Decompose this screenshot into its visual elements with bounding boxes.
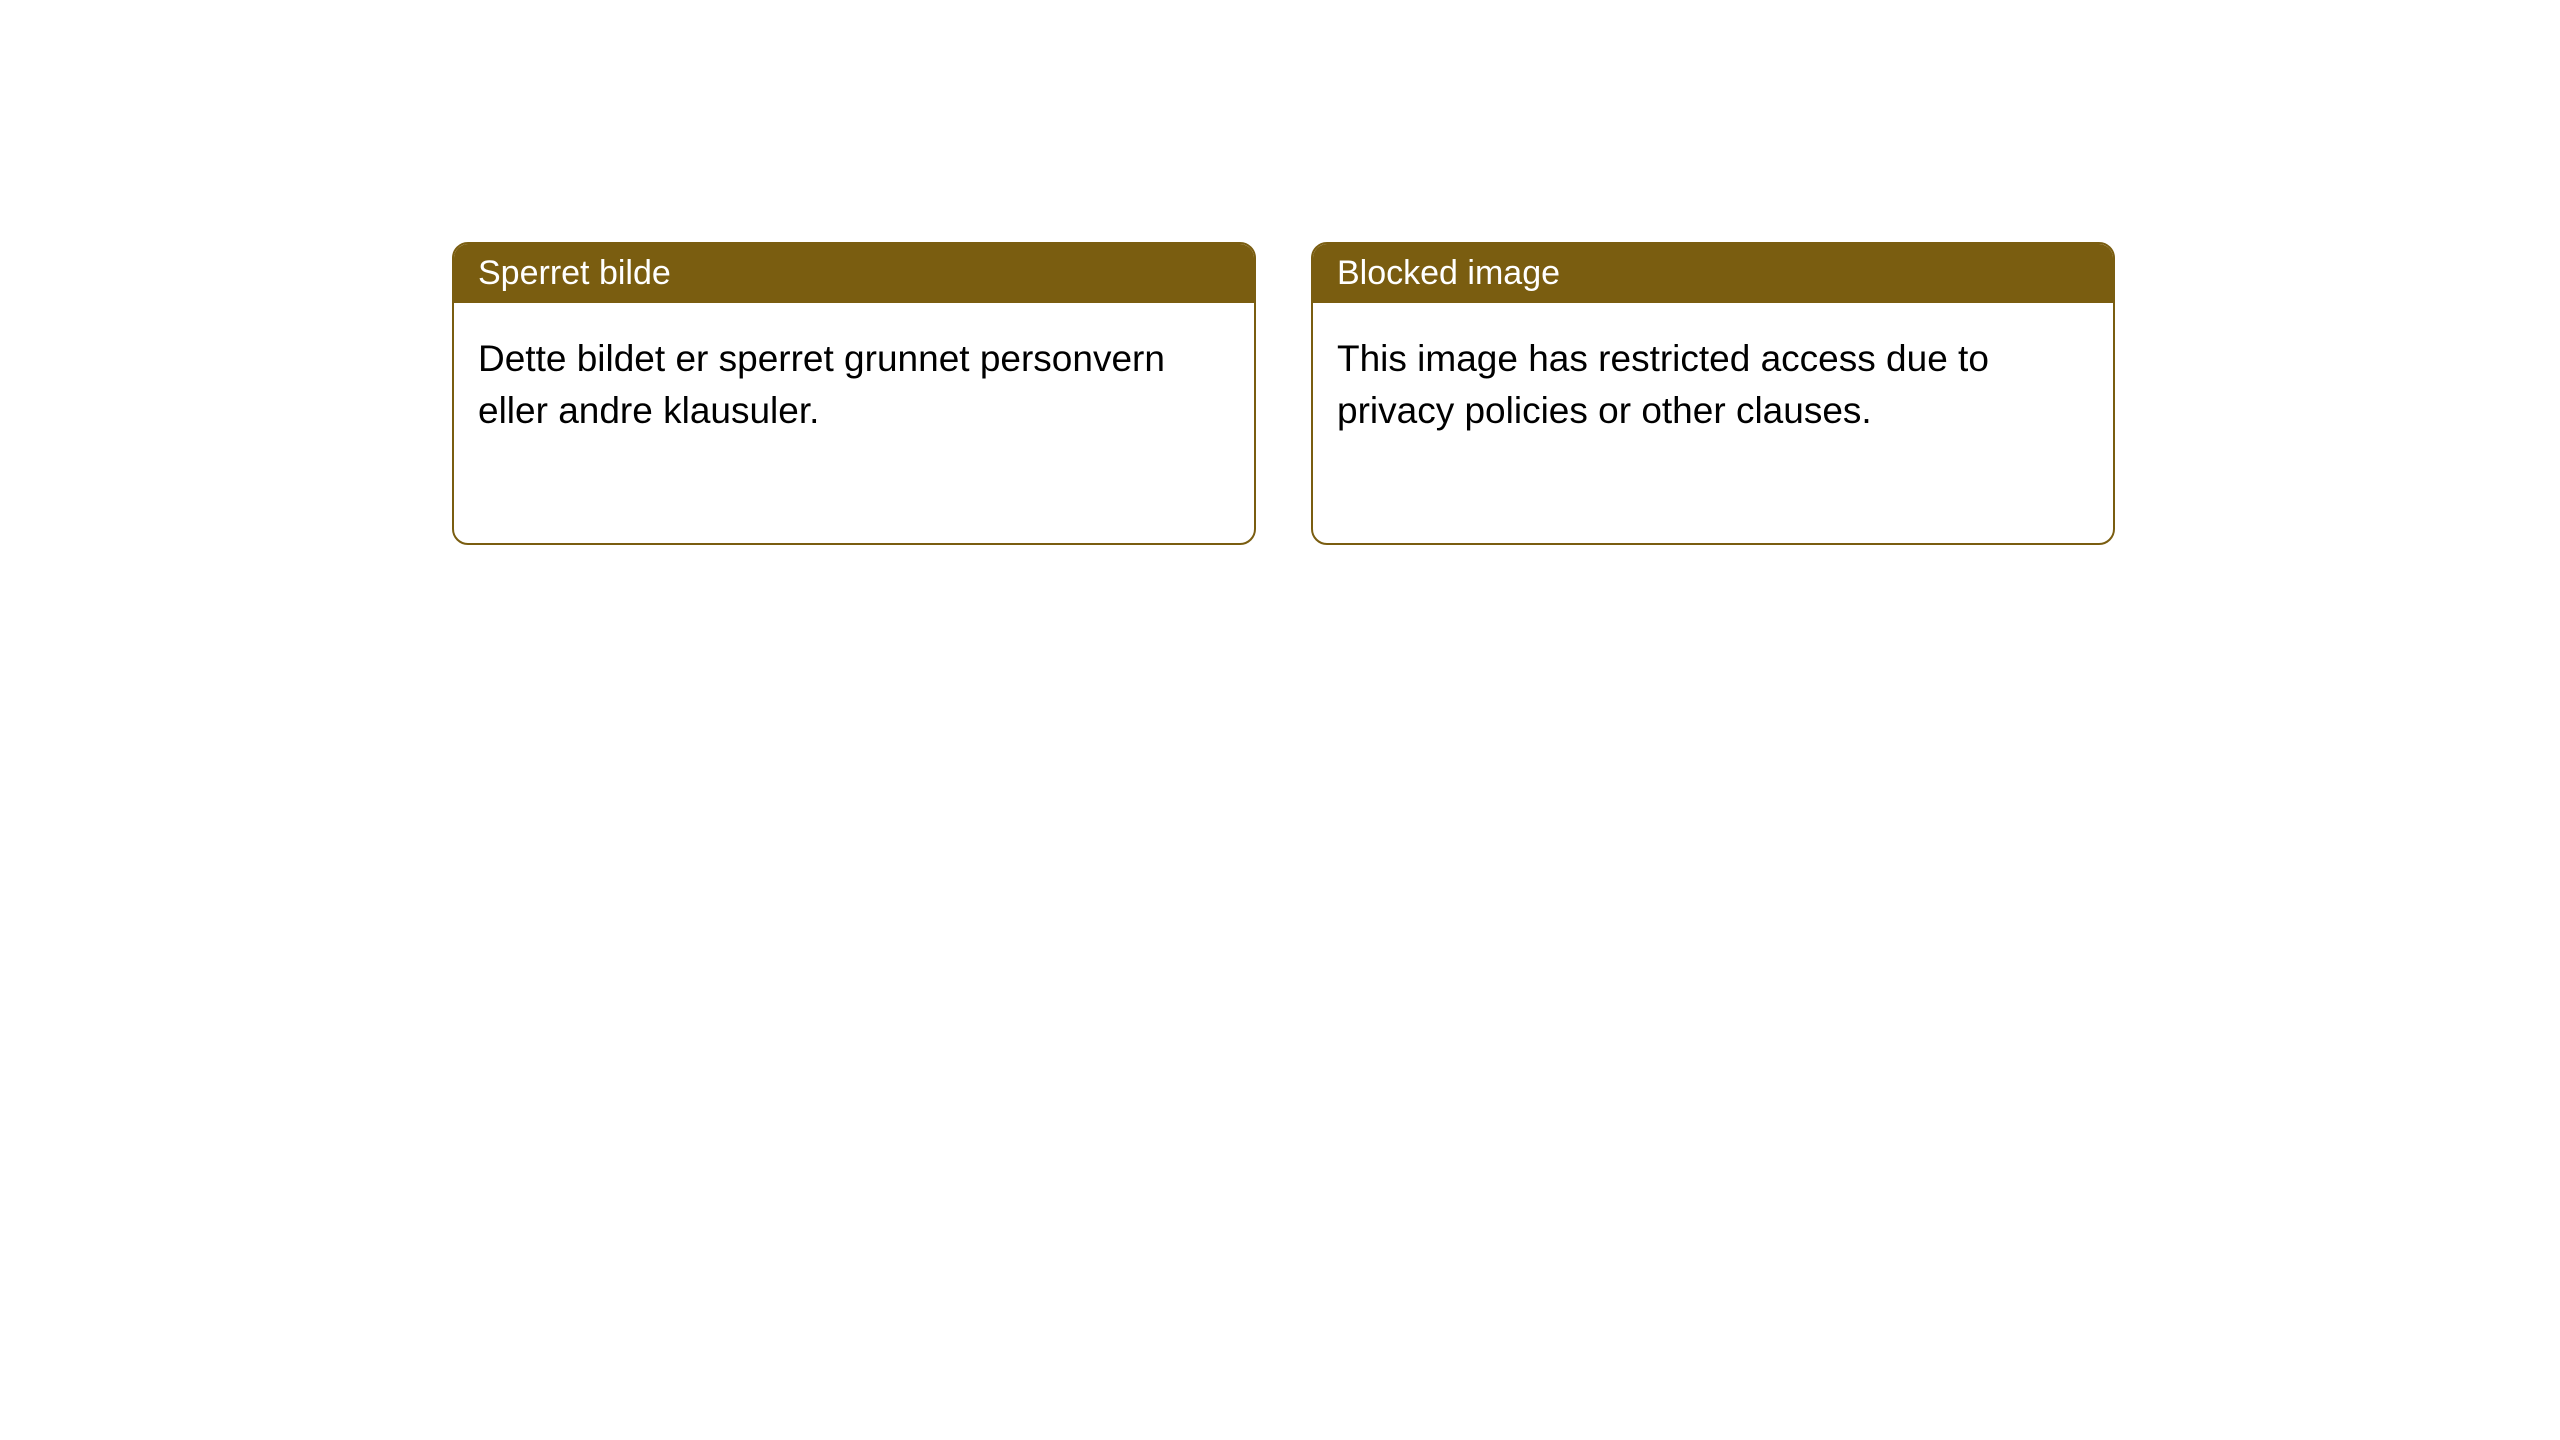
notice-body-text: Dette bildet er sperret grunnet personve…: [478, 338, 1165, 431]
notice-title: Sperret bilde: [478, 254, 671, 292]
notice-header: Blocked image: [1313, 244, 2113, 303]
notice-cards-container: Sperret bilde Dette bildet er sperret gr…: [452, 242, 2115, 545]
notice-card-norwegian: Sperret bilde Dette bildet er sperret gr…: [452, 242, 1256, 545]
notice-body-text: This image has restricted access due to …: [1337, 338, 1989, 431]
notice-title: Blocked image: [1337, 254, 1560, 292]
notice-card-english: Blocked image This image has restricted …: [1311, 242, 2115, 545]
notice-body: Dette bildet er sperret grunnet personve…: [454, 303, 1254, 543]
notice-body: This image has restricted access due to …: [1313, 303, 2113, 543]
notice-header: Sperret bilde: [454, 244, 1254, 303]
